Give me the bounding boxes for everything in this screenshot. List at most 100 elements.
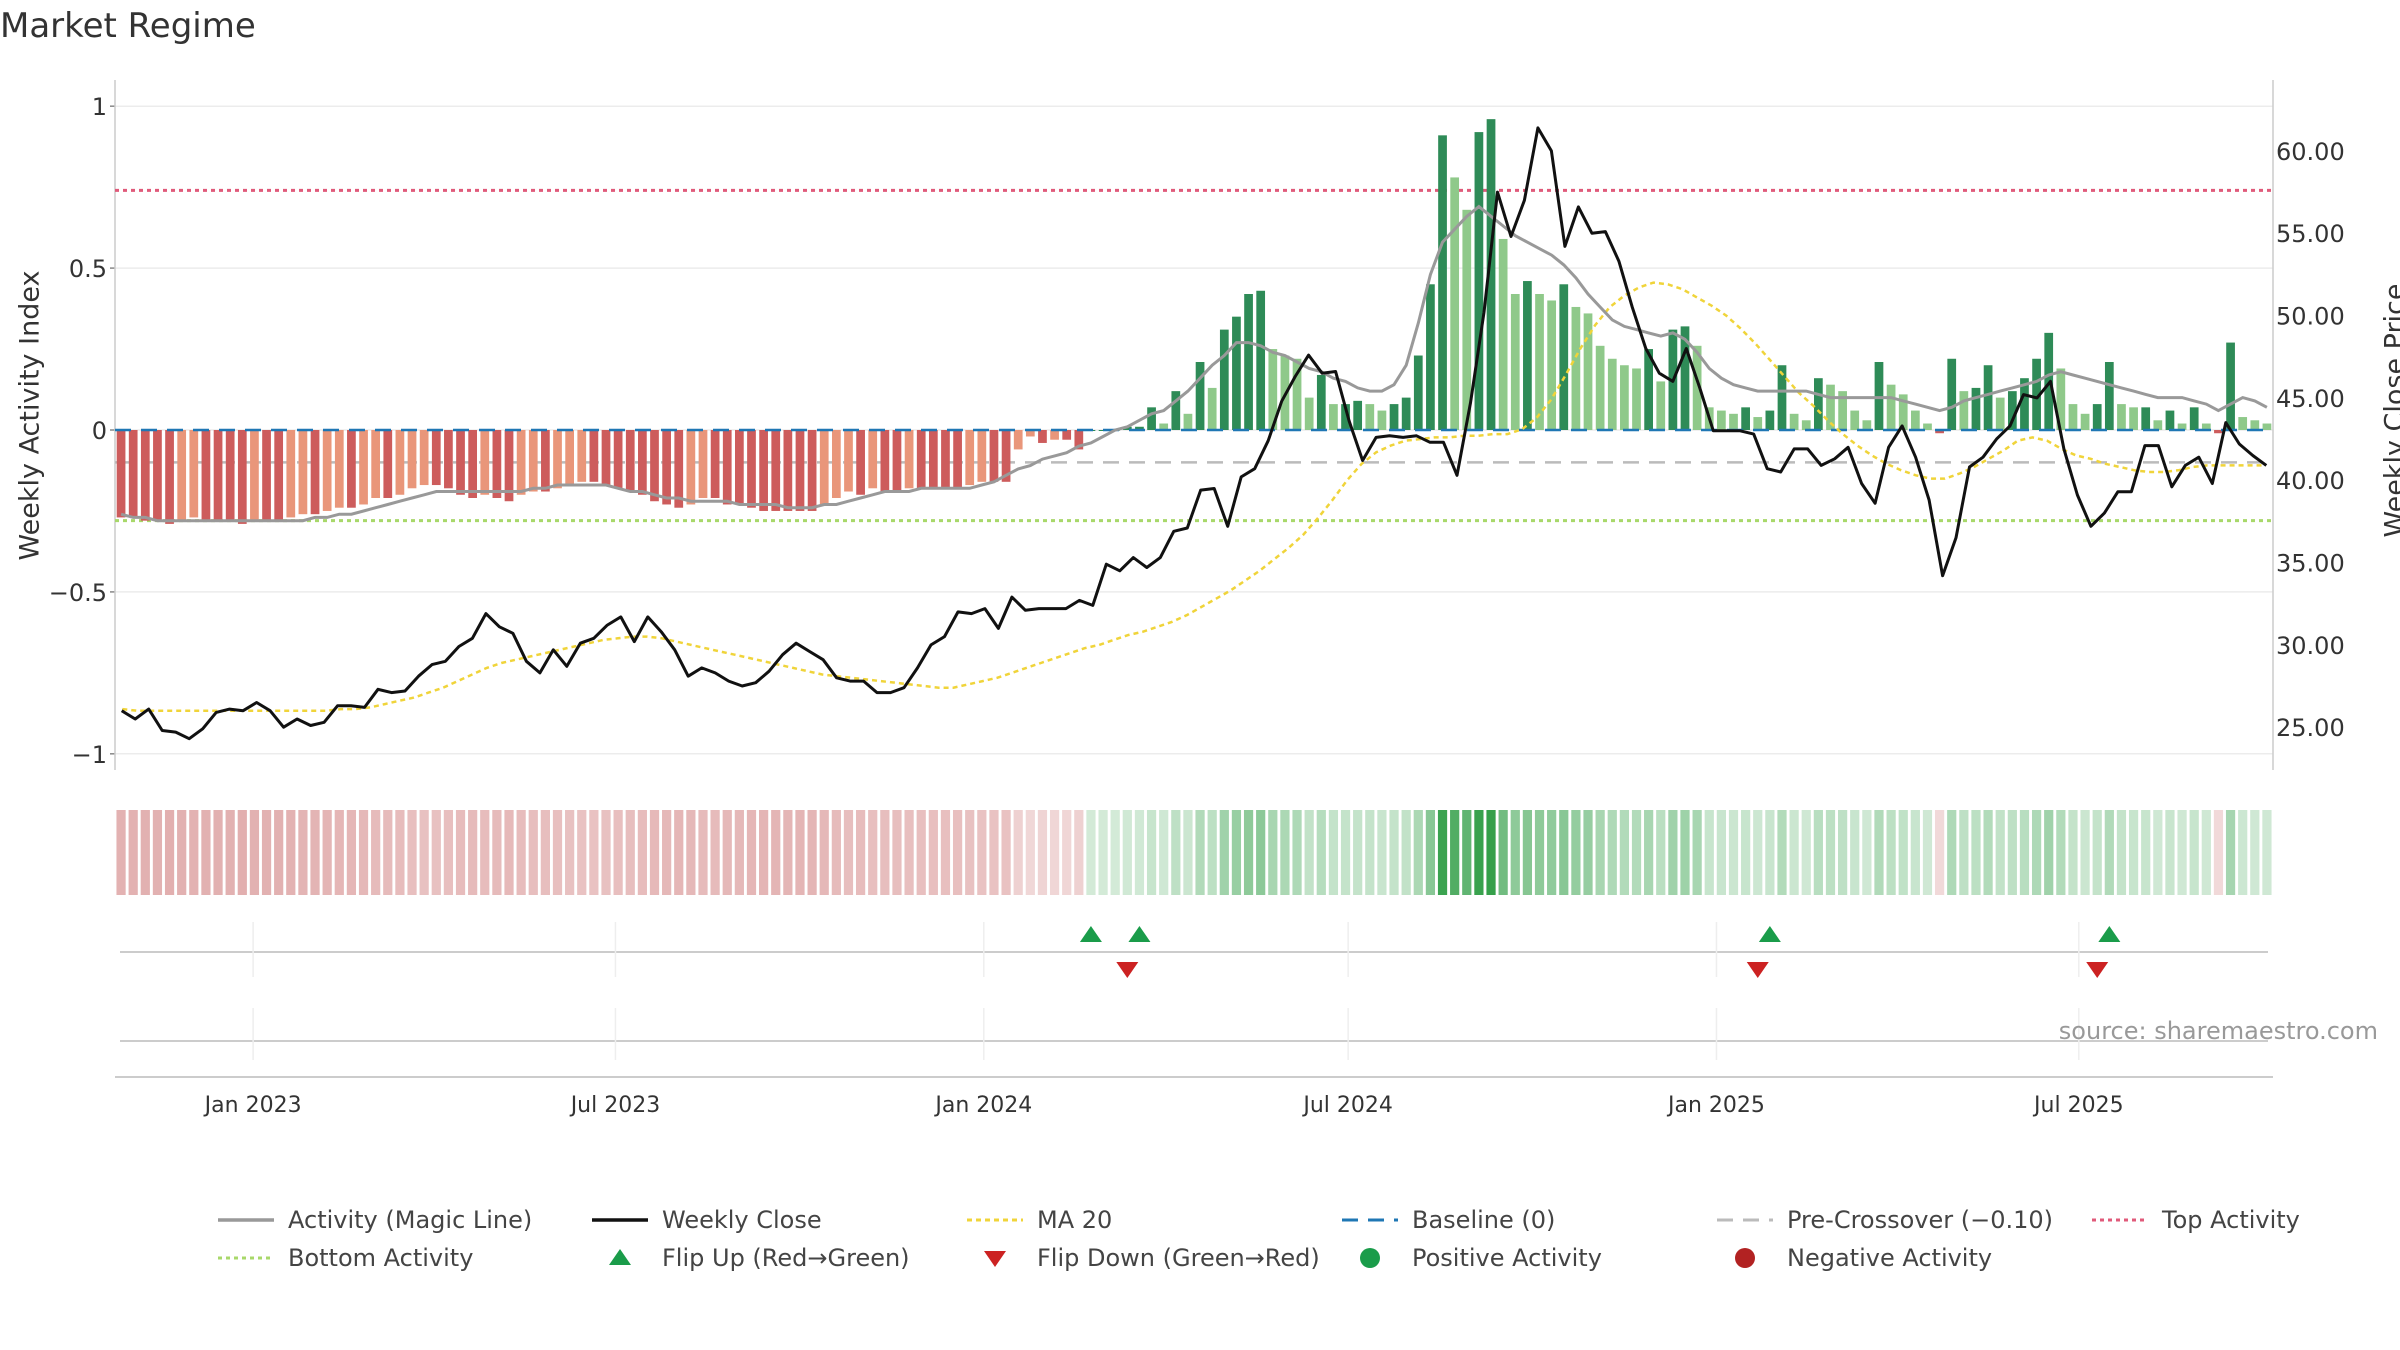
flip-down-marker	[1746, 962, 1769, 978]
regime-strip-cell	[868, 810, 878, 895]
activity-bar	[468, 430, 478, 498]
regime-strip-cell	[1353, 810, 1363, 895]
regime-strip-cell	[152, 810, 163, 895]
activity-bar	[868, 430, 878, 489]
activity-bar	[2250, 420, 2260, 430]
regime-strip-cell	[1607, 810, 1617, 895]
activity-bar	[1171, 391, 1181, 430]
activity-bar	[431, 430, 441, 486]
regime-strip-cell	[2080, 810, 2090, 895]
legend-label: MA 20	[1037, 1206, 1113, 1234]
flip-down-swatch	[967, 1246, 1023, 1270]
regime-strip-cell	[1934, 810, 1945, 895]
activity-bar	[2032, 358, 2041, 430]
regime-strip-cell	[431, 810, 441, 895]
regime-strip-cell	[1268, 810, 1278, 895]
y-tick-label-left: −1	[72, 741, 107, 769]
activity-bar	[1329, 404, 1338, 430]
activity-bar	[2020, 378, 2029, 430]
activity-bar	[310, 430, 320, 515]
regime-strip-cell	[1037, 810, 1048, 895]
legend-label: Pre-Crossover (−0.10)	[1787, 1206, 2054, 1234]
activity-bar	[359, 430, 368, 505]
activity-bar	[419, 430, 429, 486]
bottom-activity-swatch	[218, 1246, 274, 1270]
regime-strip-cell	[1134, 810, 1145, 895]
regime-strip-cell	[201, 810, 211, 895]
y-tick-label-right: 35.00	[2276, 550, 2345, 578]
activity-bar	[1292, 358, 1302, 430]
regime-strip-cell	[1971, 810, 1981, 895]
activity-bar	[1535, 294, 1544, 430]
regime-strip-cell	[286, 810, 296, 895]
regime-strip-cell	[177, 810, 187, 895]
regime-strip-cell	[1256, 810, 1266, 895]
activity-bar	[541, 430, 550, 492]
activity-bar	[1607, 358, 1617, 430]
x-tick-label: Jul 2025	[2032, 1093, 2124, 1118]
regime-strip-cell	[1437, 810, 1448, 895]
regime-strip-cell	[1644, 810, 1654, 895]
activity-bar	[1510, 294, 1520, 430]
regime-strip-cell	[1098, 810, 1108, 895]
activity-bar	[2153, 420, 2163, 430]
activity-bar	[213, 430, 223, 521]
activity-bar	[1838, 391, 1847, 430]
activity-bar	[1935, 430, 1944, 434]
x-tick-label: Jul 2023	[569, 1093, 661, 1118]
regime-strip-cell	[2165, 810, 2175, 895]
activity-bar	[1753, 417, 1763, 430]
activity-bar	[2117, 404, 2126, 430]
regime-strip-cell	[1292, 810, 1302, 895]
legend-item-top-activity: Top Activity	[2092, 1205, 2300, 1234]
activity-bar	[1256, 290, 1266, 430]
activity-bar	[504, 430, 514, 502]
regime-strip-cell	[468, 810, 478, 895]
regime-strip-cell	[116, 810, 126, 895]
regime-strip-cell	[2019, 810, 2030, 895]
activity-bar	[516, 430, 526, 495]
regime-strip-cell	[407, 810, 417, 895]
regime-strip-cell	[164, 810, 175, 895]
weekly-close-line	[120, 126, 2268, 741]
activity-bar	[1135, 426, 1144, 430]
regime-strip-cell	[1947, 810, 1957, 895]
positive-activity-swatch	[1342, 1246, 1398, 1270]
regime-strip-cell	[1316, 810, 1326, 895]
activity-bar	[371, 430, 381, 498]
activity-bar	[2262, 423, 2272, 430]
activity-bar	[1995, 397, 2005, 430]
regime-strip-cell	[2213, 810, 2224, 895]
flip-up-swatch	[592, 1246, 648, 1270]
activity-bar	[1401, 397, 1411, 430]
activity-bar	[577, 430, 587, 482]
activity-bar	[601, 430, 611, 486]
regime-strip-cell	[225, 810, 235, 895]
legend-item-flip-down: Flip Down (Green→Red)	[967, 1243, 1320, 1272]
regime-strip-cell	[2189, 810, 2199, 895]
regime-strip-cell	[1838, 810, 1848, 895]
ma20-line	[122, 281, 2266, 712]
legend-label: Activity (Magic Line)	[288, 1206, 533, 1234]
activity-bar	[1620, 365, 1629, 430]
activity-bar	[1426, 284, 1435, 430]
regime-strip-cell	[2225, 810, 2236, 895]
activity-bar	[819, 430, 829, 505]
activity-bar	[2068, 404, 2078, 430]
regime-strip-cell	[880, 810, 890, 895]
regime-strip-cell	[140, 810, 150, 895]
activity-bar	[1680, 326, 1690, 430]
activity-bar	[916, 430, 926, 489]
flip-up-marker	[2098, 926, 2121, 942]
y-tick-label-right: 45.00	[2276, 385, 2345, 413]
regime-strip-cell	[371, 810, 381, 895]
activity-bar	[2189, 407, 2199, 430]
regime-strip-cell	[1850, 810, 1860, 895]
magic-line	[120, 204, 2268, 523]
activity-bar	[880, 430, 890, 492]
activity-bar	[795, 430, 805, 511]
regime-strip-cell	[1753, 810, 1763, 895]
activity-bar	[1862, 420, 1872, 430]
regime-strip-cell	[1692, 810, 1702, 895]
regime-strip-cell	[662, 810, 672, 895]
